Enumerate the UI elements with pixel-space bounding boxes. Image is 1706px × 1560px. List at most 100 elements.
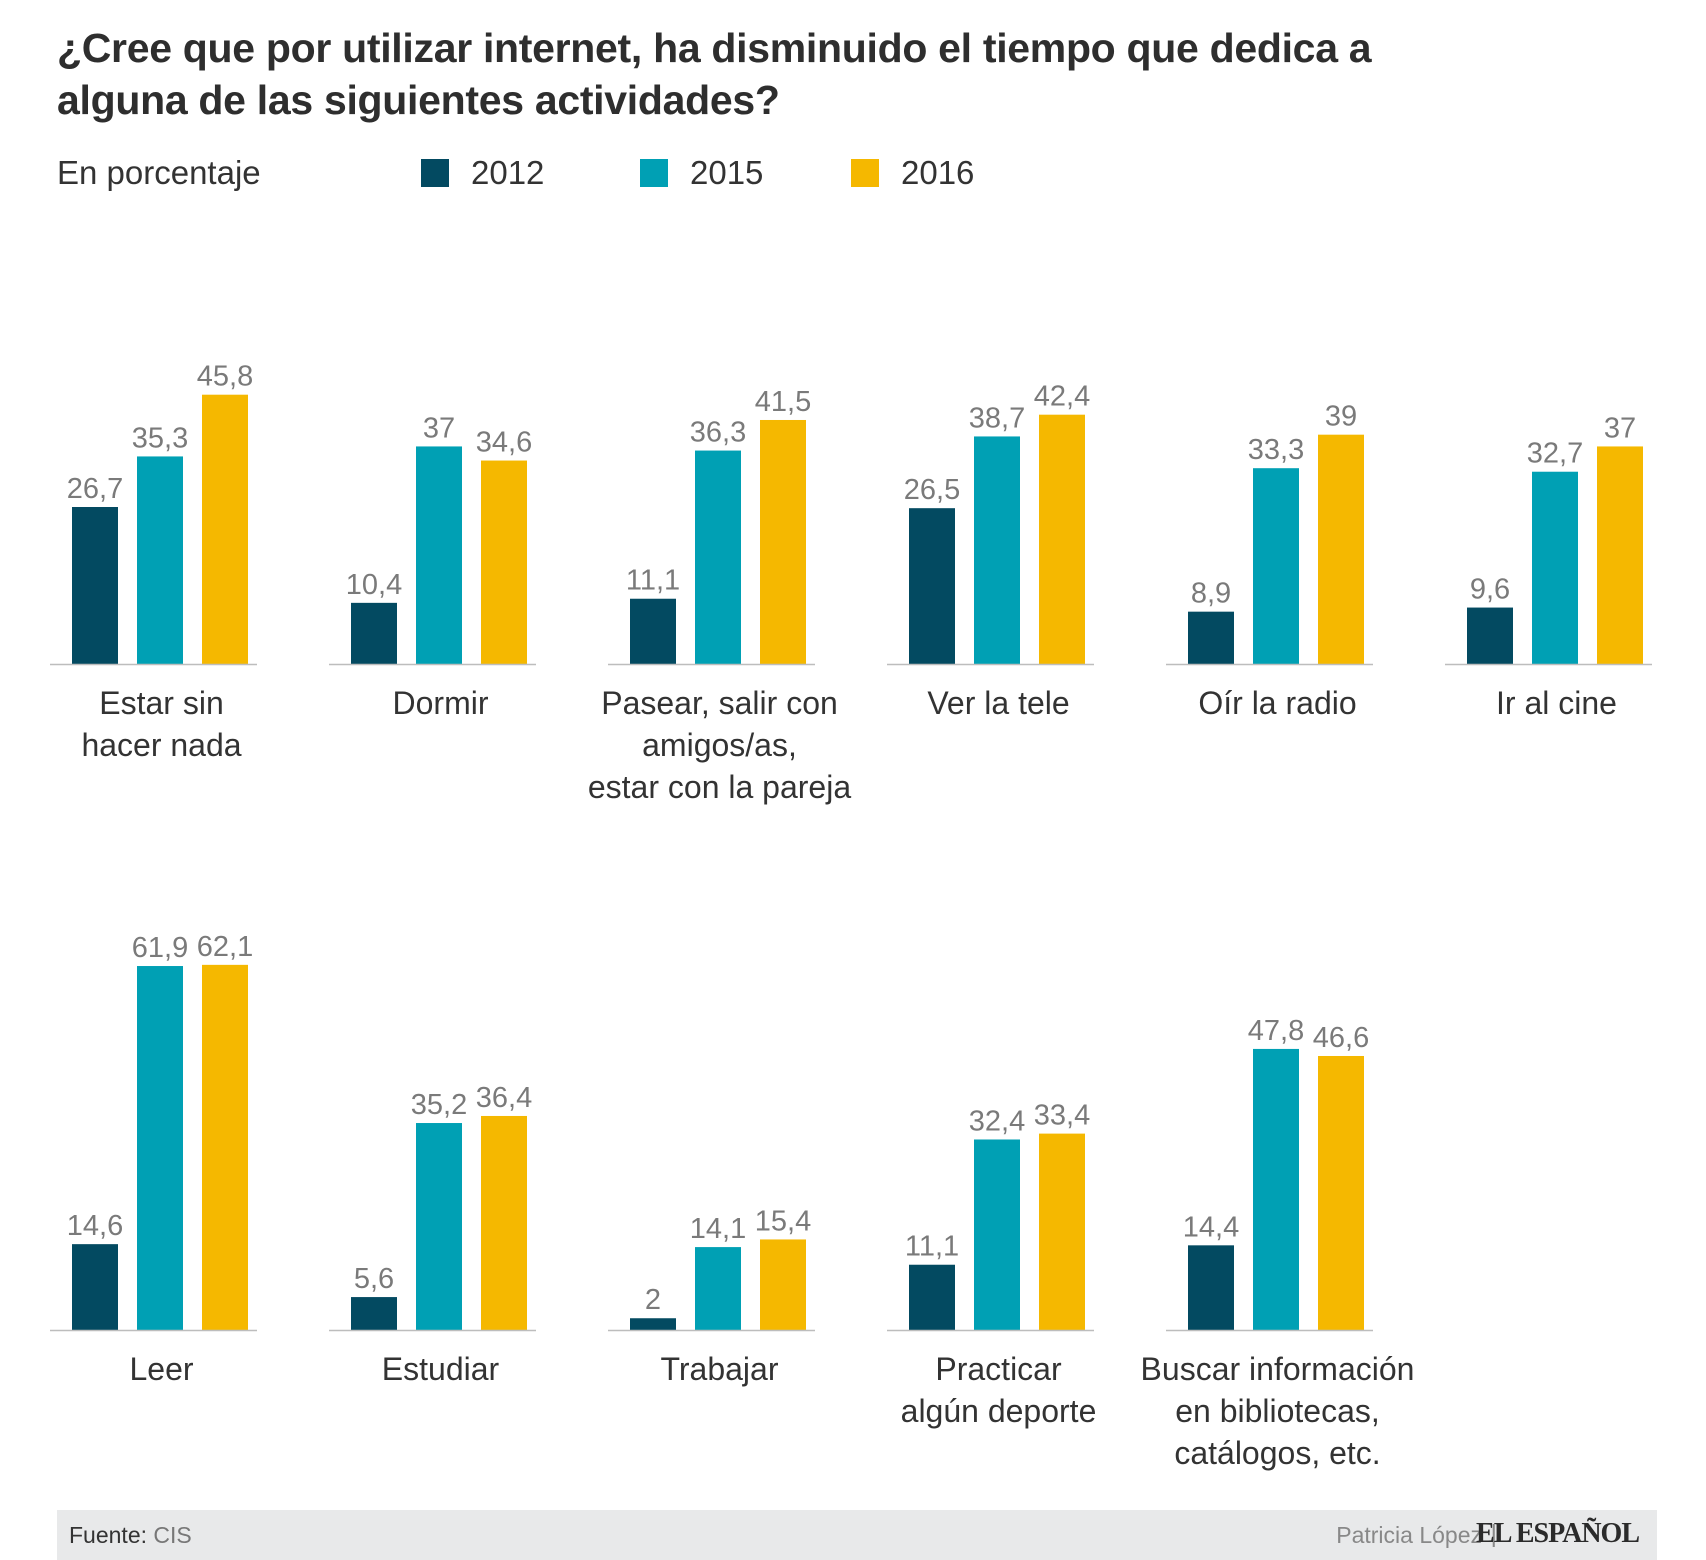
data-label-2012: 14,4: [1183, 1211, 1239, 1243]
data-label-2012: 14,6: [67, 1210, 123, 1242]
bar-2012: [1188, 611, 1234, 664]
category-label: Estar sin: [99, 685, 223, 721]
bar-2015: [137, 456, 183, 664]
legend-item-2016: 2016: [851, 154, 974, 192]
author-credit: Patricia López: [1336, 1522, 1482, 1548]
bar-2016: [1039, 1133, 1085, 1330]
panel-4: 8,9 33,3 39 Oír la radio: [1166, 401, 1373, 721]
data-label-2016: 45,8: [197, 361, 253, 393]
category-label: Estudiar: [382, 1351, 500, 1387]
bar-2012: [72, 1244, 118, 1330]
data-label-2012: 5,6: [354, 1263, 394, 1295]
data-label-2015: 35,2: [411, 1089, 467, 1121]
category-label: Ver la tele: [927, 685, 1069, 721]
bar-2015: [137, 966, 183, 1330]
bar-2015: [1532, 471, 1578, 664]
bar-2016: [202, 964, 248, 1330]
category-label: algún deporte: [901, 1393, 1097, 1429]
panel-8: 2 14,1 15,4 Trabajar: [608, 1205, 815, 1387]
panel-3: 26,5 38,7 42,4 Ver la tele: [887, 381, 1094, 721]
source-label: Fuente:: [69, 1522, 147, 1548]
data-label-2015: 32,4: [969, 1105, 1025, 1137]
data-label-2012: 11,1: [905, 1231, 959, 1263]
bar-2012: [909, 1264, 955, 1330]
legend-label-2015: 2015: [690, 154, 764, 191]
category-label: Pasear, salir con: [601, 685, 838, 721]
data-label-2016: 33,4: [1034, 1100, 1090, 1132]
data-label-2012: 11,1: [626, 565, 680, 597]
category-label: hacer nada: [81, 727, 241, 763]
source-value: CIS: [153, 1522, 192, 1548]
category-label: Dormir: [393, 685, 489, 721]
bar-2012: [909, 508, 955, 664]
category-label: en bibliotecas,: [1175, 1393, 1380, 1429]
data-label-2012: 2: [645, 1284, 661, 1316]
bar-2015: [974, 1139, 1020, 1330]
panel-10: 14,4 47,8 46,6 Buscar información en bibliot…: [1141, 1015, 1415, 1471]
bar-2016: [760, 419, 806, 664]
data-label-2016: 37: [1604, 412, 1636, 444]
panel-7: 5,6 35,2 36,4 Estudiar: [329, 1082, 536, 1387]
bar-2012: [1188, 1245, 1234, 1330]
panel-1: 10,4 37 34,6 Dormir: [329, 412, 536, 721]
bar-2015: [695, 1247, 741, 1330]
data-label-2012: 26,7: [67, 473, 123, 505]
data-label-2016: 15,4: [755, 1205, 811, 1237]
data-label-2015: 32,7: [1527, 438, 1583, 470]
data-label-2016: 62,1: [197, 931, 253, 963]
bar-2012: [1467, 607, 1513, 664]
data-label-2016: 39: [1325, 401, 1357, 433]
bar-2016: [1039, 414, 1085, 664]
source-note: Fuente: CIS: [69, 1522, 192, 1549]
legend-item-2012: 2012: [421, 154, 544, 192]
data-label-2016: 34,6: [476, 427, 532, 459]
category-label: estar con la pareja: [588, 769, 851, 805]
bar-2012: [351, 1297, 397, 1330]
bar-2016: [760, 1239, 806, 1330]
panel-2: 11,1 36,3 41,5 Pasear, salir con amigos/as, e…: [588, 386, 851, 805]
bar-2015: [1253, 1048, 1299, 1330]
data-label-2012: 9,6: [1470, 574, 1510, 606]
brand-logo: EL ESPAÑOL: [1476, 1518, 1640, 1549]
legend-label-2012: 2012: [471, 154, 545, 191]
data-label-2015: 61,9: [132, 932, 188, 964]
bar-2015: [1253, 468, 1299, 664]
bar-2016: [1318, 1055, 1364, 1330]
bar-2015: [416, 446, 462, 664]
data-label-2012: 26,5: [904, 474, 960, 506]
data-label-2015: 33,3: [1248, 434, 1304, 466]
data-label-2015: 47,8: [1248, 1015, 1304, 1047]
bar-2016: [481, 460, 527, 664]
category-label: amigos/as,: [642, 727, 797, 763]
bar-2016: [481, 1115, 527, 1330]
panel-0: 26,7 35,3 45,8 Estar sin hacer nada: [50, 361, 257, 763]
data-label-2015: 35,3: [132, 422, 188, 454]
legend-label-2016: 2016: [901, 154, 975, 191]
bar-2016: [202, 394, 248, 664]
bar-2012: [72, 507, 118, 664]
data-label-2015: 38,7: [969, 402, 1025, 434]
data-label-2016: 41,5: [755, 386, 811, 418]
small-multiples-bar-chart: 26,7 35,3 45,8 Estar sin hacer nada 10,4 37 34,…: [50, 361, 1652, 1471]
category-label: catálogos, etc.: [1174, 1435, 1380, 1471]
bar-2012: [630, 1318, 676, 1330]
chart-subtitle: En porcentaje: [57, 154, 261, 191]
footer: Fuente: CIS Patricia López | EL ESPAÑOL: [57, 1510, 1657, 1560]
credit-separator: |: [1490, 1520, 1498, 1548]
data-label-2016: 36,4: [476, 1082, 532, 1114]
data-label-2012: 8,9: [1191, 578, 1231, 610]
data-label-2016: 42,4: [1034, 381, 1090, 413]
category-label: Oír la radio: [1198, 685, 1356, 721]
data-label-2015: 14,1: [690, 1213, 746, 1245]
legend-swatch-2016: [851, 159, 879, 187]
bar-2016: [1597, 446, 1643, 664]
chart-title: ¿Cree que por utilizar internet, ha dism…: [57, 25, 1372, 123]
data-label-2015: 37: [423, 412, 455, 444]
panel-9: 11,1 32,4 33,4 Practicar algún deporte: [887, 1100, 1096, 1429]
bar-2016: [1318, 434, 1364, 664]
data-label-2016: 46,6: [1313, 1022, 1369, 1054]
bar-2012: [351, 602, 397, 664]
bar-2012: [630, 598, 676, 664]
category-label: Buscar información: [1141, 1351, 1415, 1387]
category-label: Leer: [129, 1351, 193, 1387]
